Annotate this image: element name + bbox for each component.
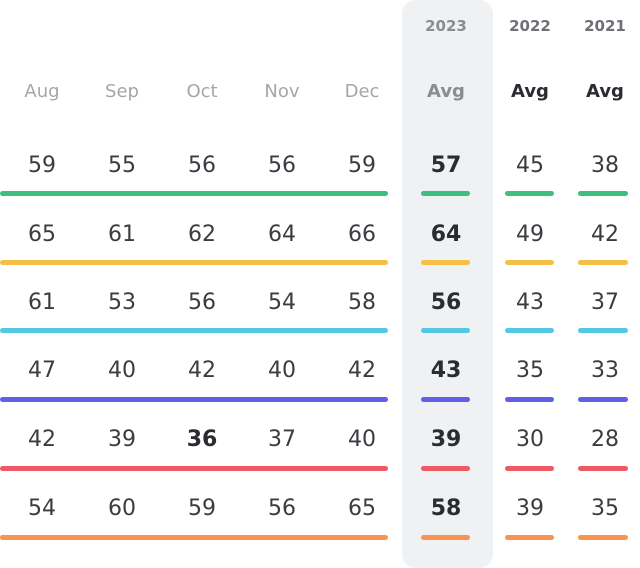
cell-row3-oct: 56 <box>188 290 216 315</box>
cell-row4-oct: 42 <box>188 358 216 383</box>
cell-row5-oct: 36 <box>186 427 218 452</box>
month-header-nov: Nov <box>264 81 300 102</box>
row-3-avg-line-2022 <box>505 328 554 333</box>
row-4-avg-line-2021 <box>578 397 628 402</box>
avg-cell-row5-2021: 28 <box>591 427 619 452</box>
cell-row5-aug: 42 <box>28 427 56 452</box>
avg-cell-row6-2023: 58 <box>430 496 462 521</box>
cell-row3-aug: 61 <box>28 290 56 315</box>
row-6-avg-line-2022 <box>505 535 554 540</box>
avg-cell-row1-2022: 45 <box>516 153 544 178</box>
month-header-dec: Dec <box>344 81 380 102</box>
row-4-avg-line-2023 <box>421 397 470 402</box>
row-5-avg-line-2023 <box>421 466 470 471</box>
avg-cell-row4-2022: 35 <box>516 358 544 383</box>
avg-cell-row3-2021: 37 <box>591 290 619 315</box>
cell-row5-dec: 40 <box>348 427 376 452</box>
row-1-avg-line-2023 <box>421 191 470 196</box>
cell-row5-nov: 37 <box>268 427 296 452</box>
avg-cell-row5-2023: 39 <box>430 427 462 452</box>
avg-cell-row6-2022: 39 <box>516 496 544 521</box>
cell-row3-dec: 58 <box>348 290 376 315</box>
row-3-month-line <box>0 328 388 333</box>
row-5-avg-line-2022 <box>505 466 554 471</box>
cell-row4-aug: 47 <box>28 358 56 383</box>
cell-row2-aug: 65 <box>28 222 56 247</box>
row-2-avg-line-2023 <box>421 260 470 265</box>
row-6-month-line <box>0 535 388 540</box>
cell-row6-sep: 60 <box>108 496 136 521</box>
cell-row5-sep: 39 <box>108 427 136 452</box>
cell-row2-oct: 62 <box>188 222 216 247</box>
row-6-avg-line-2023 <box>421 535 470 540</box>
row-5-avg-line-2021 <box>578 466 628 471</box>
row-1-avg-line-2022 <box>505 191 554 196</box>
row-4-month-line <box>0 397 388 402</box>
avg-cell-row1-2023: 57 <box>430 153 462 178</box>
cell-row4-sep: 40 <box>108 358 136 383</box>
cell-row4-nov: 40 <box>268 358 296 383</box>
month-header-oct: Oct <box>186 81 218 102</box>
avg-cell-row2-2021: 42 <box>591 222 619 247</box>
cell-row4-dec: 42 <box>348 358 376 383</box>
cell-row6-aug: 54 <box>28 496 56 521</box>
row-2-avg-line-2021 <box>578 260 628 265</box>
cell-row2-dec: 66 <box>348 222 376 247</box>
cell-row1-aug: 59 <box>28 153 56 178</box>
cell-row6-oct: 59 <box>188 496 216 521</box>
row-4-avg-line-2022 <box>505 397 554 402</box>
avg-cell-row2-2022: 49 <box>516 222 544 247</box>
avg-cell-row1-2021: 38 <box>591 153 619 178</box>
year-header-2023: 2023 <box>425 17 467 35</box>
cell-row3-nov: 54 <box>268 290 296 315</box>
row-6-avg-line-2021 <box>578 535 628 540</box>
row-2-month-line <box>0 260 388 265</box>
year-header-2021: 2021 <box>584 17 626 35</box>
avg-header-2023: Avg <box>427 81 465 102</box>
row-3-avg-line-2021 <box>578 328 628 333</box>
row-5-month-line <box>0 466 388 471</box>
avg-cell-row3-2023: 56 <box>430 290 462 315</box>
avg-cell-row6-2021: 35 <box>591 496 619 521</box>
cell-row1-oct: 56 <box>188 153 216 178</box>
cell-row3-sep: 53 <box>108 290 136 315</box>
month-header-sep: Sep <box>105 81 139 102</box>
avg-header-2021: Avg <box>586 81 624 102</box>
row-1-avg-line-2021 <box>578 191 628 196</box>
cell-row1-sep: 55 <box>108 153 136 178</box>
cell-row2-nov: 64 <box>268 222 296 247</box>
avg-cell-row4-2021: 33 <box>591 358 619 383</box>
cell-row1-dec: 59 <box>348 153 376 178</box>
cell-row2-sep: 61 <box>108 222 136 247</box>
cell-row1-nov: 56 <box>268 153 296 178</box>
avg-cell-row4-2023: 43 <box>430 358 462 383</box>
avg-cell-row3-2022: 43 <box>516 290 544 315</box>
month-header-aug: Aug <box>24 81 60 102</box>
avg-cell-row5-2022: 30 <box>516 427 544 452</box>
cell-row6-dec: 65 <box>348 496 376 521</box>
row-3-avg-line-2023 <box>421 328 470 333</box>
avg-header-2022: Avg <box>511 81 549 102</box>
current-year-avg-panel <box>402 0 493 568</box>
row-2-avg-line-2022 <box>505 260 554 265</box>
cell-row6-nov: 56 <box>268 496 296 521</box>
year-header-2022: 2022 <box>509 17 551 35</box>
row-1-month-line <box>0 191 388 196</box>
avg-cell-row2-2023: 64 <box>430 222 462 247</box>
